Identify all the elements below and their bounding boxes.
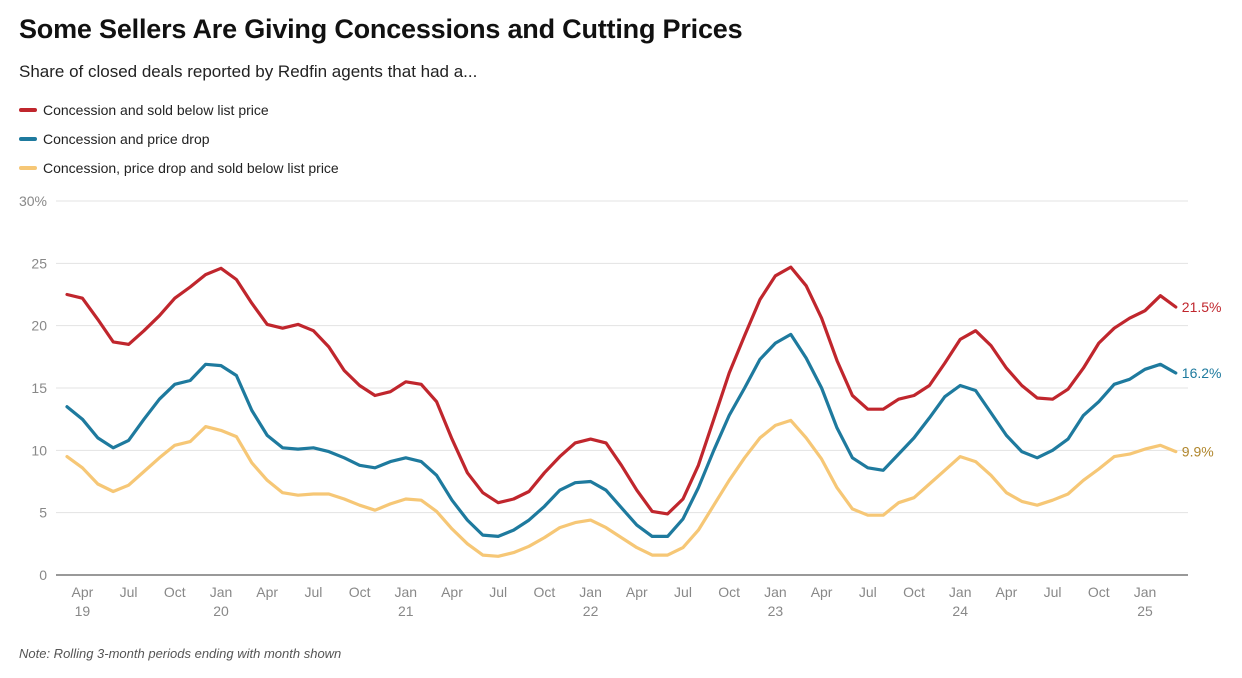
- end-label-1: 16.2%: [1182, 365, 1222, 381]
- x-tick-month: Oct: [164, 584, 186, 600]
- x-tick-month: Jan: [210, 584, 233, 600]
- chart-note: Note: Rolling 3-month periods ending wit…: [19, 646, 342, 661]
- legend-item-below-list: Concession and sold below list price: [19, 95, 339, 124]
- series-line-2: [65, 418, 1178, 558]
- y-tick-label: 10: [31, 442, 47, 458]
- legend-item-price-drop: Concession and price drop: [19, 124, 339, 153]
- x-tick-month: Jan: [949, 584, 972, 600]
- x-tick-month: Apr: [256, 584, 278, 600]
- x-tick-year: 22: [583, 603, 599, 619]
- legend-swatch-below-list: [19, 107, 37, 112]
- legend-item-both: Concession, price drop and sold below li…: [19, 153, 339, 182]
- x-tick-month: Apr: [441, 584, 463, 600]
- x-tick-year: 24: [952, 603, 968, 619]
- x-tick-year: 23: [768, 603, 784, 619]
- x-tick-month: Oct: [534, 584, 556, 600]
- y-axis-ticks: 0 5 10 15 20 25 30%: [19, 193, 47, 583]
- y-tick-label: 30%: [19, 193, 47, 209]
- chart-subtitle: Share of closed deals reported by Redfin…: [19, 62, 478, 81]
- legend-label-below-list: Concession and sold below list price: [43, 101, 269, 118]
- x-tick-month: Oct: [903, 584, 925, 600]
- y-tick-label: 20: [31, 318, 47, 334]
- y-tick-label: 5: [39, 505, 47, 521]
- x-tick-year: 19: [75, 603, 91, 619]
- x-axis-ticks: Apr 19 Jul Oct Jan 20 Apr Jul Oct Jan 21 Apr Jul Oct J…: [72, 584, 1157, 619]
- y-tick-label: 25: [31, 255, 47, 271]
- legend-swatch-price-drop: [19, 136, 37, 141]
- legend-label-price-drop: Concession and price drop: [43, 130, 210, 147]
- legend: Concession and sold below list price Con…: [19, 95, 339, 182]
- legend-swatch-both: [19, 165, 37, 170]
- x-tick-month: Jul: [120, 584, 138, 600]
- series-lines: [65, 265, 1178, 558]
- x-tick-year: 21: [398, 603, 414, 619]
- end-label-2: 9.9%: [1182, 444, 1214, 460]
- series-line-1: [65, 332, 1178, 539]
- x-tick-month: Oct: [718, 584, 740, 600]
- legend-label-both: Concession, price drop and sold below li…: [43, 159, 339, 176]
- x-tick-month: Jul: [489, 584, 507, 600]
- x-tick-year: 20: [213, 603, 229, 619]
- end-label-0: 21.5%: [1182, 299, 1222, 315]
- series-line-0: [65, 265, 1178, 516]
- x-tick-month: Apr: [811, 584, 833, 600]
- x-tick-month: Jan: [395, 584, 418, 600]
- x-tick-month: Oct: [1088, 584, 1110, 600]
- x-tick-month: Apr: [996, 584, 1018, 600]
- x-tick-month: Jan: [1134, 584, 1157, 600]
- x-tick-month: Jul: [674, 584, 692, 600]
- end-labels: 9.9% 16.2% 21.5%: [1182, 299, 1222, 460]
- x-tick-year: 25: [1137, 603, 1153, 619]
- y-tick-label: 0: [39, 567, 47, 583]
- x-tick-month: Jul: [859, 584, 877, 600]
- x-tick-month: Apr: [72, 584, 94, 600]
- y-tick-label: 15: [31, 380, 47, 396]
- x-tick-month: Apr: [626, 584, 648, 600]
- x-tick-month: Oct: [349, 584, 371, 600]
- x-tick-month: Jul: [1044, 584, 1062, 600]
- x-tick-month: Jan: [764, 584, 787, 600]
- x-tick-month: Jan: [579, 584, 602, 600]
- gridlines: [56, 200, 1188, 576]
- x-tick-month: Jul: [304, 584, 322, 600]
- chart-title: Some Sellers Are Giving Concessions and …: [19, 14, 743, 44]
